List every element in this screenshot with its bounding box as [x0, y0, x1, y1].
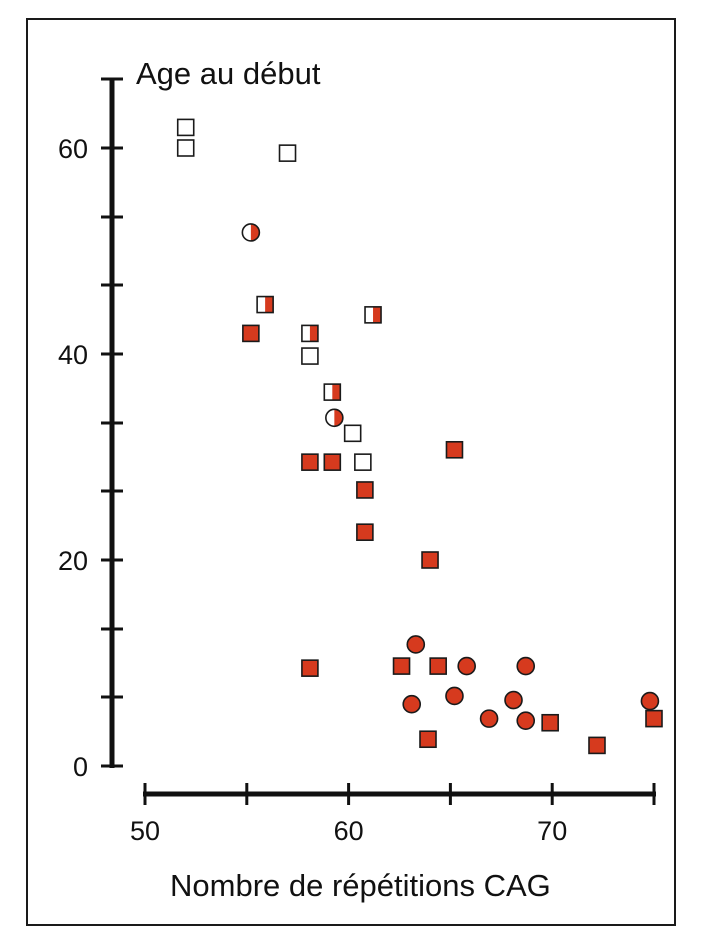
filled-square-point: [588, 736, 606, 755]
open-square-point: [278, 144, 297, 162]
x-tick-label: 70: [537, 816, 567, 846]
y-tick-label: 60: [58, 134, 88, 164]
filled-square-point: [356, 523, 374, 541]
x-axis-label: Nombre de répétitions CAG: [170, 868, 551, 903]
axes-group: [109, 80, 656, 797]
filled-circle-point: [406, 635, 426, 654]
figure-frame: [26, 18, 676, 926]
half-filled-square-point: [364, 306, 382, 324]
filled-circle-point: [402, 694, 422, 714]
open-square-point: [301, 347, 319, 365]
x-ticks: 50 60 70: [130, 783, 656, 846]
half-filled-circle-point: [241, 223, 261, 242]
filled-square-point: [429, 657, 447, 675]
filled-square-point: [392, 657, 411, 675]
filled-square-point: [301, 659, 319, 677]
open-square-point: [354, 453, 372, 471]
y-tick-label: 0: [73, 752, 88, 782]
filled-square-point: [356, 481, 374, 499]
filled-circle-point: [516, 711, 536, 730]
half-filled-circle-point: [325, 408, 344, 428]
filled-square-point: [445, 440, 464, 459]
open-square-point: [343, 424, 362, 443]
filled-circle-point: [479, 709, 499, 728]
filled-square-point: [421, 551, 439, 569]
filled-square-point: [541, 713, 559, 732]
open-square-point: [176, 118, 195, 137]
filled-circle-point: [504, 690, 523, 710]
half-filled-square-point: [256, 295, 274, 314]
filled-circle-point: [516, 656, 536, 676]
filled-square-point: [323, 453, 342, 471]
filled-circle-point: [445, 686, 464, 706]
filled-square-point: [645, 709, 663, 728]
filled-circle-point: [640, 691, 660, 711]
y-tick-label: 40: [58, 340, 88, 370]
y-tick-label: 20: [58, 546, 88, 576]
filled-circle-point: [457, 656, 476, 676]
x-tick-label: 50: [130, 816, 160, 846]
filled-square-point: [301, 453, 319, 471]
filled-square-point: [242, 324, 260, 343]
x-tick-label: 60: [334, 816, 364, 846]
half-filled-square-point: [323, 383, 342, 401]
y-axis-label: Age au début: [136, 56, 321, 91]
data-points: [176, 118, 663, 755]
filled-square-point: [419, 730, 437, 749]
y-ticks: 0 20 40 60: [58, 77, 123, 782]
half-filled-square-point: [301, 324, 319, 343]
open-square-point: [176, 139, 195, 157]
